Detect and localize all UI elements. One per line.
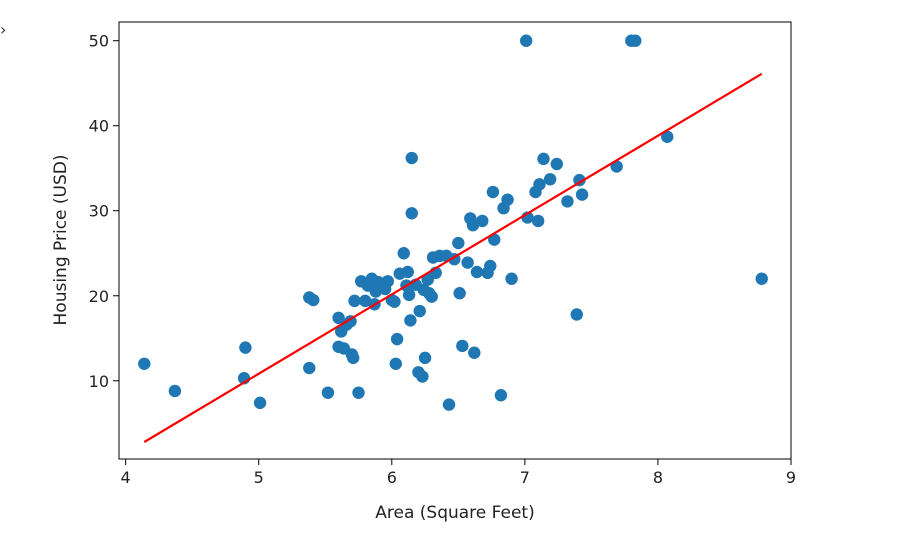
y-tick-label: 10: [89, 372, 109, 391]
y-tick-label: 30: [89, 202, 109, 221]
data-point: [570, 308, 583, 321]
y-tick-label: 20: [89, 287, 109, 306]
data-point: [239, 341, 252, 354]
data-point: [416, 370, 429, 383]
x-tick-label: 7: [520, 468, 530, 487]
data-point: [575, 188, 589, 201]
data-point: [413, 304, 426, 318]
data-point: [381, 275, 394, 288]
data-point: [661, 130, 674, 143]
data-point: [442, 398, 456, 411]
data-point: [476, 214, 489, 228]
plot-marks: [138, 34, 768, 443]
y-axis-label: Housing Price (USD): [51, 155, 71, 326]
data-point: [461, 256, 474, 269]
y-tick-label: 50: [89, 32, 109, 51]
data-point: [388, 295, 401, 308]
data-point: [456, 339, 469, 353]
data-point: [755, 272, 768, 285]
data-point: [390, 332, 404, 346]
x-axis-ticks: 4 5 6 7 8 9: [121, 459, 796, 487]
x-axis-label: Area (Square Feet): [375, 503, 534, 523]
data-point: [453, 287, 466, 300]
data-point: [348, 294, 361, 308]
regression-line: [143, 72, 763, 443]
x-tick-label: 4: [121, 468, 131, 487]
data-point: [501, 193, 514, 206]
data-point: [303, 361, 316, 375]
y-tick-label: 40: [89, 117, 109, 136]
data-point: [543, 173, 557, 186]
data-point: [537, 152, 550, 166]
y-axis-ticks: 10 20 30 40 50: [89, 32, 119, 391]
data-point: [470, 265, 484, 279]
data-point: [307, 293, 320, 307]
data-point: [168, 384, 182, 398]
data-point: [253, 396, 267, 410]
data-point: [505, 272, 518, 285]
data-point: [494, 389, 508, 402]
data-point: [533, 178, 546, 191]
data-point: [389, 357, 402, 370]
data-point: [484, 259, 497, 273]
data-point: [347, 351, 360, 365]
data-point: [404, 314, 417, 327]
x-tick-label: 9: [786, 468, 796, 487]
data-point: [425, 290, 438, 303]
data-point: [519, 34, 533, 47]
data-point: [531, 214, 545, 228]
data-point: [402, 288, 416, 302]
plot-frame: [118, 21, 792, 460]
data-point: [561, 195, 574, 208]
data-point: [486, 185, 500, 199]
data-point: [629, 34, 642, 47]
data-point: [550, 157, 563, 171]
data-point: [352, 386, 365, 399]
x-tick-label: 5: [254, 468, 264, 487]
data-point: [488, 233, 501, 246]
data-point: [358, 294, 372, 308]
cursor-icon: ›: [0, 20, 7, 39]
data-point: [397, 247, 410, 260]
data-point: [405, 207, 418, 220]
data-point: [321, 386, 335, 399]
data-point: [405, 151, 418, 165]
data-point: [468, 346, 481, 359]
x-tick-label: 8: [653, 468, 663, 487]
data-point: [452, 236, 465, 250]
data-point: [466, 218, 480, 232]
data-point: [418, 351, 432, 365]
x-tick-label: 6: [387, 468, 397, 487]
data-point: [138, 357, 151, 370]
data-point: [401, 265, 414, 279]
